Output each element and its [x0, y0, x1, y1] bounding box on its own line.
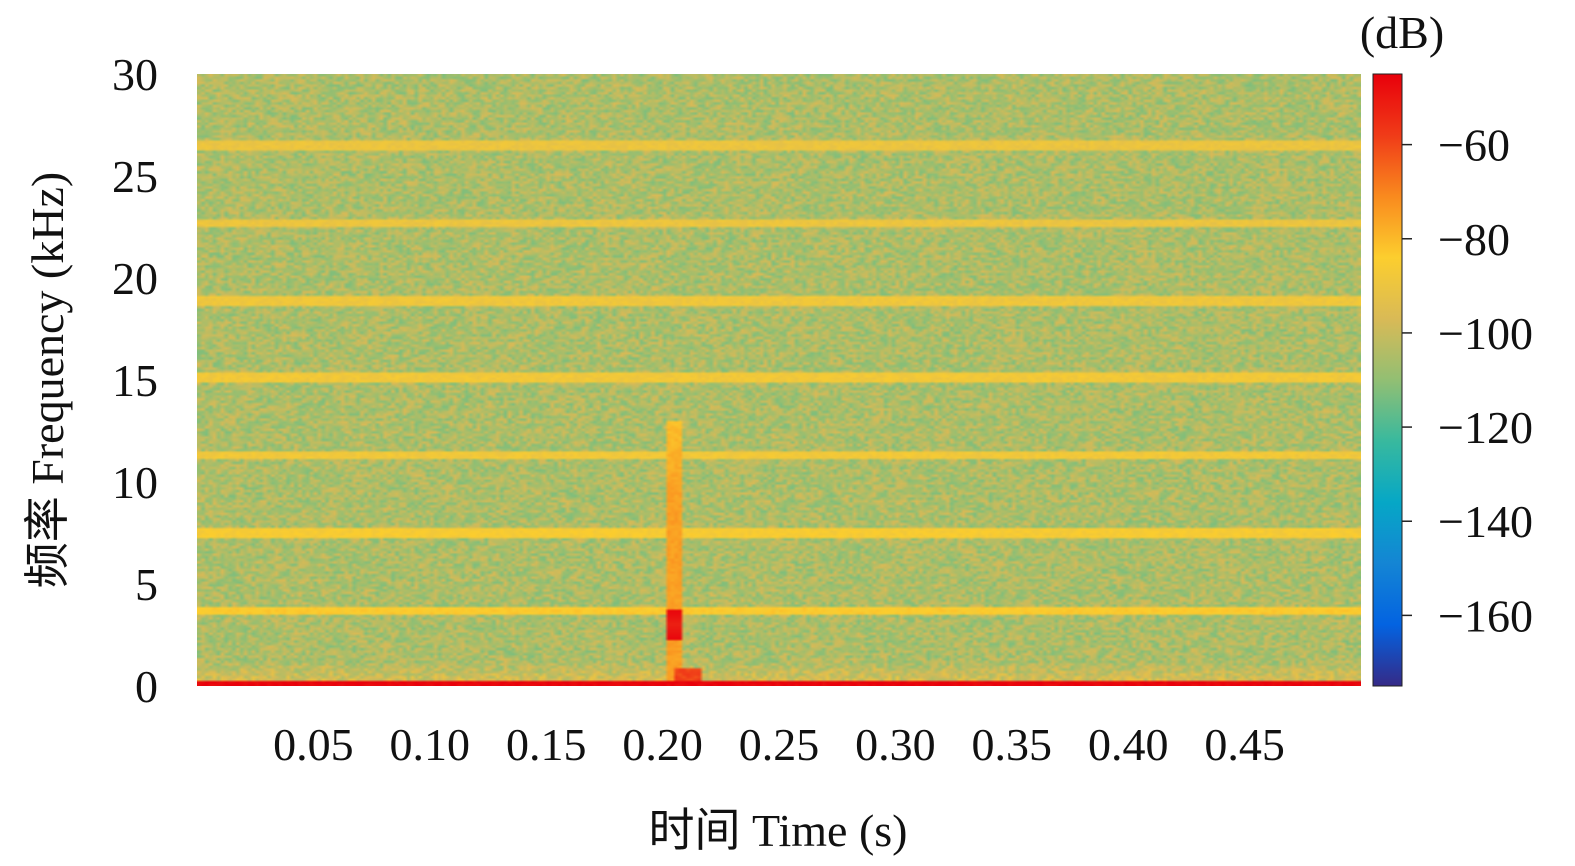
colorbar-ticks: −60 −80 −100 −120 −140 −160 [1402, 120, 1533, 641]
colorbar-unit-label: (dB) [1360, 7, 1444, 58]
colorbar-tick-label: −120 [1438, 402, 1533, 453]
y-tick-label: 0 [135, 661, 158, 712]
x-tick-label: 0.35 [972, 719, 1053, 770]
colorbar-tick-label: −60 [1438, 120, 1510, 171]
colorbar-tick-label: −100 [1438, 308, 1533, 359]
x-tick-label: 0.15 [506, 719, 587, 770]
x-tick-label: 0.40 [1088, 719, 1169, 770]
y-tick-label: 10 [112, 457, 158, 508]
colorbar [1372, 73, 1403, 687]
y-tick-label: 15 [112, 355, 158, 406]
x-tick-label: 0.45 [1204, 719, 1285, 770]
x-axis-label: 时间 Time (s) [649, 805, 908, 856]
y-tick-label: 20 [112, 253, 158, 304]
x-tick-label: 0.25 [739, 719, 820, 770]
x-tick-label: 0.05 [273, 719, 354, 770]
y-tick-label: 5 [135, 559, 158, 610]
colorbar-tick-label: −80 [1438, 214, 1510, 265]
spectrogram-plot-area [197, 74, 1361, 686]
y-axis-ticks: 0 5 10 15 20 25 30 [112, 49, 158, 712]
y-tick-label: 30 [112, 49, 158, 100]
spectrogram-heatmap [197, 74, 1361, 686]
y-tick-label: 25 [112, 151, 158, 202]
x-axis-ticks: 0.05 0.10 0.15 0.20 0.25 0.30 0.35 0.40 0.45 [273, 719, 1285, 770]
x-tick-label: 0.30 [855, 719, 936, 770]
x-tick-label: 0.10 [390, 719, 471, 770]
x-tick-label: 0.20 [622, 719, 703, 770]
colorbar-tick-label: −140 [1438, 496, 1533, 547]
colorbar-tick-label: −160 [1438, 590, 1533, 641]
y-axis-label: 频率 Frequency (kHz) [22, 172, 73, 588]
